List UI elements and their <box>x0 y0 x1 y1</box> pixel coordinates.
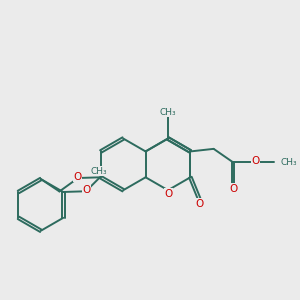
Text: O: O <box>229 184 237 194</box>
Text: CH₃: CH₃ <box>90 167 107 176</box>
Text: O: O <box>195 199 203 208</box>
Text: O: O <box>74 172 82 182</box>
Text: CH₃: CH₃ <box>160 108 176 117</box>
Text: O: O <box>251 156 260 166</box>
Text: O: O <box>82 185 91 195</box>
Text: O: O <box>165 189 173 199</box>
Text: CH₃: CH₃ <box>280 158 297 167</box>
